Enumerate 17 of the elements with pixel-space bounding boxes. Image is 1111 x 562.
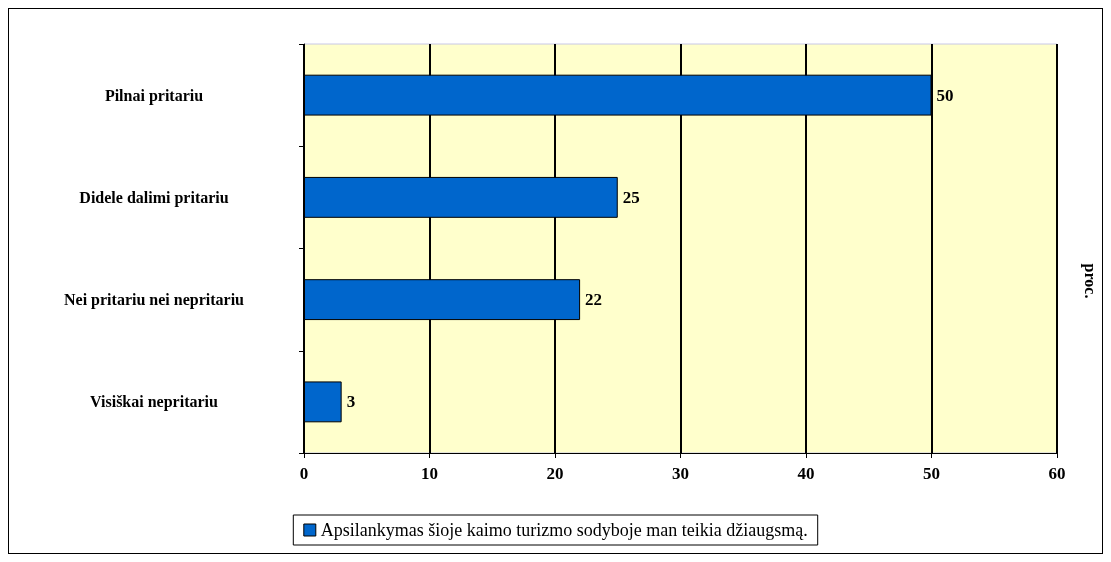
- legend-label: Apsilankymas šioje kaimo turizmo sodyboje man teikia džiaugsmą.: [320, 520, 808, 540]
- data-label: 25: [622, 187, 640, 207]
- y-tick-label: Nei pritariu nei nepritariu: [64, 291, 245, 310]
- x-tick-label: 40: [797, 464, 815, 483]
- y-tick-label: Didele dalimi pritariu: [79, 188, 229, 207]
- x-tick-label: 30: [672, 464, 689, 483]
- y2-axis-title: proc.: [1080, 263, 1099, 299]
- data-label: 3: [346, 392, 356, 412]
- x-tick-label: 10: [421, 464, 438, 483]
- x-tick-label: 20: [546, 464, 564, 483]
- y-tick-label: Visiškai nepritariu: [90, 393, 219, 412]
- y-tick-label: Pilnai pritariu: [104, 86, 204, 105]
- data-label: 50: [936, 85, 954, 105]
- x-tick-label: 50: [923, 464, 940, 483]
- x-tick-label: 0: [299, 464, 309, 483]
- x-tick-label: 60: [1048, 464, 1066, 483]
- data-label: 22: [585, 290, 603, 310]
